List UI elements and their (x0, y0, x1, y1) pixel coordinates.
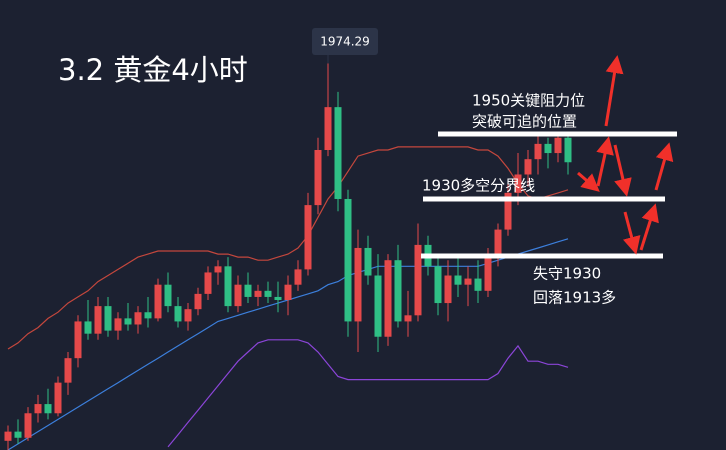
candle-body (54, 382, 62, 414)
arrow (654, 142, 674, 191)
candle-body (324, 107, 332, 150)
candle-body (114, 318, 122, 331)
candle-body (534, 143, 542, 160)
candle-body (264, 290, 272, 297)
candle-body (24, 413, 32, 438)
candle-body (144, 312, 152, 319)
candle-body (514, 174, 522, 193)
candle-body (64, 358, 72, 383)
candle-body (14, 431, 22, 438)
chart-title: 3.2 黄金4小时 (58, 53, 248, 87)
price-tag-label: 1974.29 (320, 35, 370, 49)
candle-body (484, 257, 492, 291)
candle-body (74, 321, 82, 359)
candle-body (434, 266, 442, 304)
band-line (7, 238, 569, 450)
annotation: 1950关键阻力位 (472, 92, 585, 110)
candle-body (204, 272, 212, 294)
arrow (622, 211, 641, 255)
candle-body (44, 404, 52, 414)
candle-body (94, 306, 102, 334)
candle-body (274, 296, 282, 300)
arrow (613, 144, 632, 197)
annotation: 失守1930 (533, 265, 601, 283)
arrow (639, 203, 659, 251)
annotation: 回落1913多 (533, 289, 616, 307)
candle-body (464, 278, 472, 285)
price-tag: 1974.29 (312, 28, 378, 55)
candle-body (164, 284, 172, 307)
candle-body (154, 284, 162, 319)
arrow (596, 136, 614, 187)
arrow (604, 55, 624, 127)
candle-body (344, 198, 352, 322)
annotation: 1930多空分界线 (422, 177, 535, 195)
candle-body (304, 205, 312, 270)
candle-body (444, 275, 452, 304)
band-line (167, 339, 569, 448)
price-tag-box (312, 28, 378, 55)
candle-body (404, 315, 412, 322)
candle-body (214, 266, 222, 273)
candle-body (124, 318, 132, 325)
candle-body (134, 312, 142, 325)
candle-body (494, 229, 502, 258)
candle-body (234, 284, 242, 307)
candle-body (414, 244, 422, 316)
candle-body (184, 309, 192, 322)
candle-body (564, 137, 572, 163)
band-line (7, 146, 569, 350)
candle-body (374, 275, 382, 337)
candle-body (4, 431, 12, 441)
candle-body (524, 159, 532, 175)
candle-body (354, 247, 362, 322)
candle-body (194, 293, 202, 310)
candle-body (474, 278, 482, 291)
candle-body (244, 284, 252, 297)
candle-body (224, 266, 232, 307)
candle-body (554, 137, 562, 154)
candle-body (364, 247, 372, 276)
candle-body (384, 260, 392, 337)
candle-body (504, 192, 512, 230)
candle-body (104, 306, 112, 331)
candle-body (394, 260, 402, 322)
candle-body (254, 290, 262, 297)
candle-body (34, 404, 42, 414)
candle-body (174, 306, 182, 322)
arrows (577, 55, 674, 255)
arrow (577, 171, 600, 192)
candle-body (294, 269, 302, 285)
candle-body (334, 107, 342, 199)
annotation: 突破可追的位置 (472, 113, 577, 131)
candle-body (544, 143, 552, 154)
candle-body (84, 321, 92, 334)
candle-body (314, 150, 322, 206)
candle-body (454, 275, 462, 285)
candle-body (284, 284, 292, 300)
